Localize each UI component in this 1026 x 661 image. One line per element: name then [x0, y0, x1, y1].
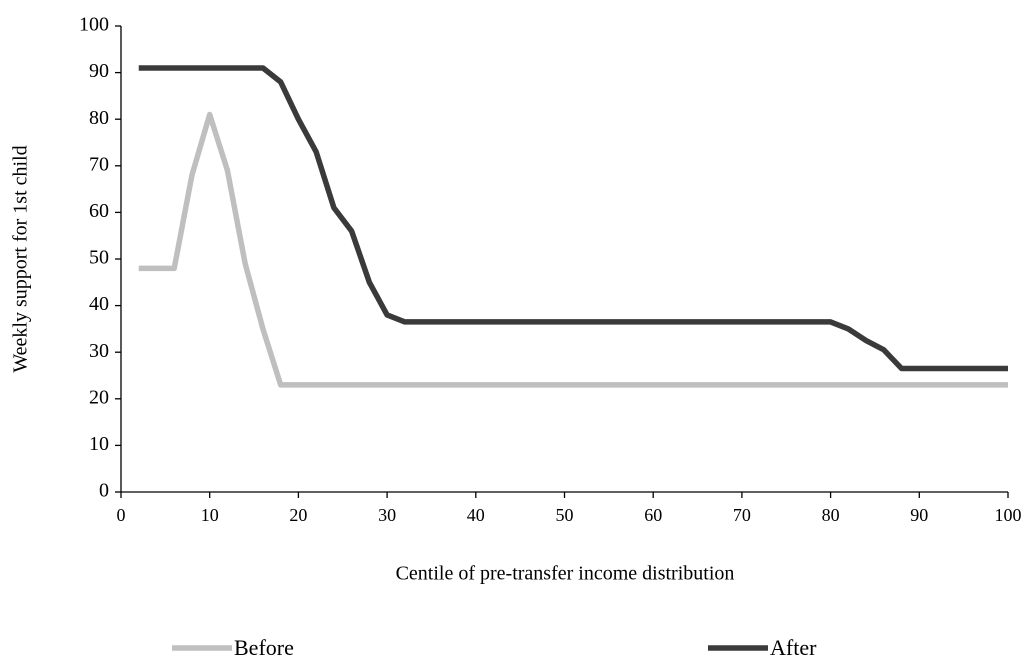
y-tick-label: 0 — [99, 480, 109, 502]
y-tick-label: 30 — [89, 340, 109, 362]
x-tick-label: 60 — [644, 505, 662, 525]
y-tick-label: 40 — [89, 293, 109, 315]
y-tick-label: 20 — [89, 386, 109, 408]
y-tick-label: 60 — [89, 200, 109, 222]
x-tick-label: 90 — [910, 505, 928, 525]
y-tick-label: 100 — [79, 14, 109, 36]
x-tick-label: 50 — [556, 505, 574, 525]
y-tick-label: 80 — [89, 107, 109, 129]
x-tick-label: 10 — [201, 505, 219, 525]
y-tick-label: 90 — [89, 60, 109, 82]
x-tick-label: 0 — [117, 505, 126, 525]
legend-label: Before — [234, 635, 294, 660]
y-tick-label: 70 — [89, 153, 109, 175]
x-axis-label: Centile of pre-transfer income distribut… — [396, 563, 735, 585]
x-tick-label: 30 — [378, 505, 396, 525]
x-tick-label: 40 — [467, 505, 485, 525]
x-tick-label: 100 — [995, 505, 1022, 525]
y-tick-label: 10 — [89, 433, 109, 455]
x-tick-label: 80 — [822, 505, 840, 525]
legend-label: After — [770, 635, 817, 660]
line-series — [138, 111, 1008, 388]
y-axis-label: Weekly support for 1st child — [10, 145, 32, 372]
line-series — [138, 65, 1008, 372]
x-tick-label: 70 — [733, 505, 751, 525]
x-tick-label: 20 — [289, 505, 307, 525]
y-tick-label: 50 — [89, 247, 109, 269]
